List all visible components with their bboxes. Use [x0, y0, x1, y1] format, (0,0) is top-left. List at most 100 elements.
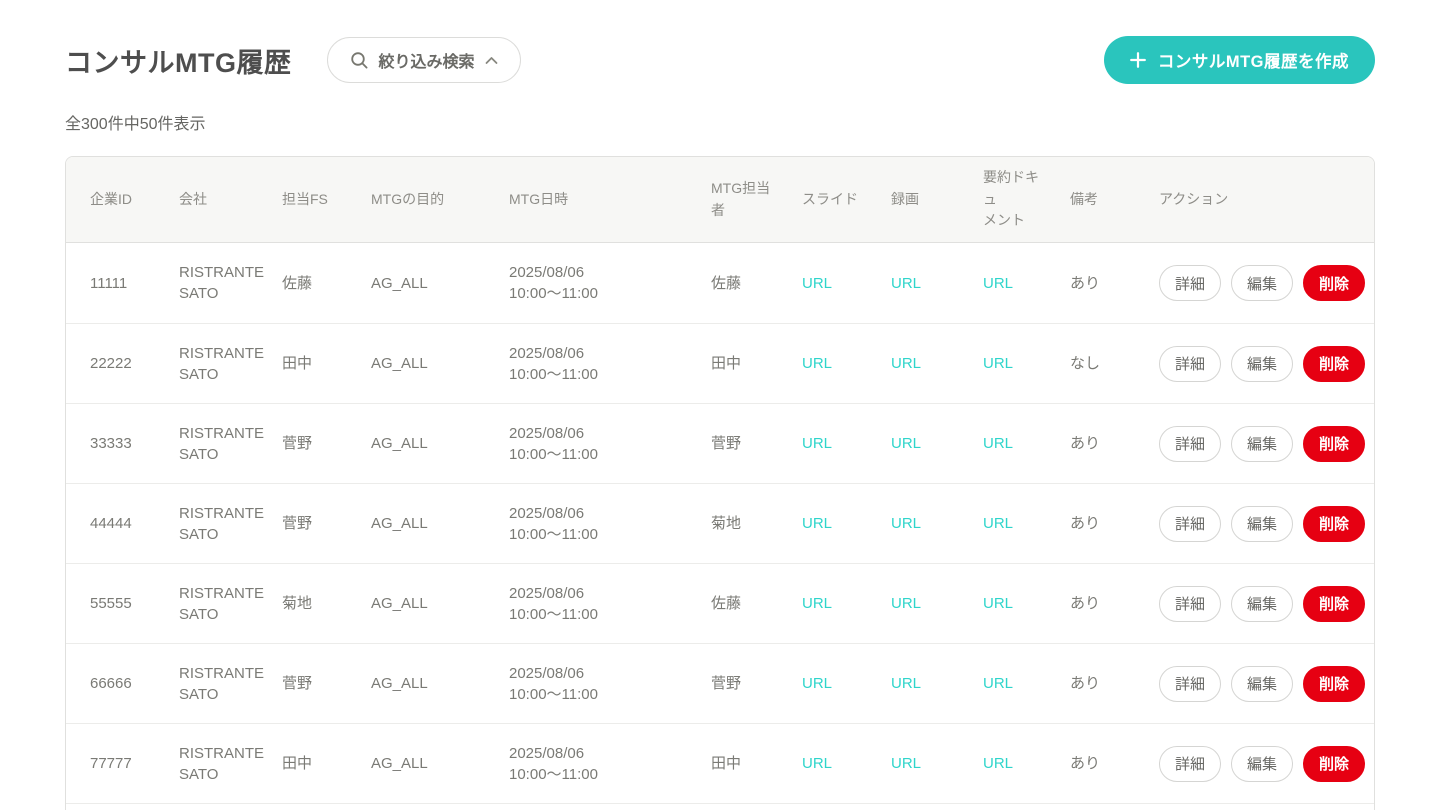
col-header-company-id: 企業ID [66, 157, 155, 244]
edit-button[interactable]: 編集 [1231, 265, 1294, 302]
result-count: 全300件中50件表示 [65, 116, 206, 133]
create-mtg-history-button[interactable]: コンサルMTG履歴を作成 [1103, 36, 1375, 84]
summary-url-link[interactable]: URL [983, 435, 1014, 453]
edit-button[interactable]: 編集 [1231, 745, 1294, 782]
cell-person: 佐藤 [687, 563, 778, 644]
cell-slide: URL [778, 323, 867, 404]
col-header-slide: スライド [778, 157, 867, 244]
recording-url-link[interactable]: URL [891, 355, 922, 373]
summary-url-link[interactable]: URL [983, 355, 1014, 373]
cell-note: なし [1046, 323, 1135, 404]
recording-url-link[interactable]: URL [891, 675, 922, 693]
delete-button[interactable]: 削除 [1303, 665, 1366, 702]
cell-note: あり [1046, 243, 1135, 324]
recording-url-link[interactable]: URL [891, 435, 922, 453]
slide-url-link[interactable]: URL [802, 435, 833, 453]
detail-button[interactable]: 詳細 [1159, 505, 1222, 542]
col-header-actions: アクション [1135, 157, 1374, 244]
detail-button[interactable]: 詳細 [1159, 265, 1222, 302]
page: コンサルMTG履歴 絞り込み検索 [0, 36, 1440, 810]
plus-icon [1129, 52, 1146, 68]
detail-button[interactable]: 詳細 [1159, 745, 1222, 782]
mtg-time: 10:00〜11:00 [509, 765, 598, 783]
cell-summary: URL [959, 403, 1046, 484]
edit-button[interactable]: 編集 [1231, 505, 1294, 542]
cell-note: あり [1046, 643, 1135, 724]
filter-search-button[interactable]: 絞り込み検索 [326, 37, 521, 83]
cell-company-id: 66666 [66, 643, 155, 724]
slide-url-link[interactable]: URL [802, 595, 833, 613]
recording-url-link[interactable]: URL [891, 274, 922, 292]
action-buttons: 詳細 編集 削除 [1159, 265, 1370, 302]
mtg-date: 2025/08/06 [509, 744, 585, 762]
cell-actions: 詳細編集削除 [1135, 723, 1374, 804]
cell-slide: URL [778, 803, 867, 810]
delete-button[interactable]: 削除 [1303, 265, 1366, 302]
slide-url-link[interactable]: URL [802, 675, 833, 693]
action-buttons: 詳細 編集 削除 [1159, 425, 1370, 462]
mtg-time: 10:00〜11:00 [509, 525, 598, 543]
summary-url-link[interactable]: URL [983, 595, 1014, 613]
mtg-time: 10:00〜11:00 [509, 365, 598, 383]
cell-summary: URL [959, 803, 1046, 810]
cell-purpose: AG_ALL [347, 483, 485, 564]
slide-url-link[interactable]: URL [802, 515, 833, 533]
table-row: 88888RISTRANTE SATO佐藤AG_ALL2025/08/0610:… [66, 803, 1374, 810]
detail-button[interactable]: 詳細 [1159, 345, 1222, 382]
delete-button[interactable]: 削除 [1303, 425, 1366, 462]
cell-actions: 詳細編集削除 [1135, 403, 1374, 484]
summary-url-link[interactable]: URL [983, 755, 1014, 773]
delete-button[interactable]: 削除 [1303, 345, 1366, 382]
delete-button[interactable]: 削除 [1303, 585, 1366, 622]
summary-url-link[interactable]: URL [983, 675, 1014, 693]
summary-url-link[interactable]: URL [983, 515, 1014, 533]
cell-summary: URL [959, 723, 1046, 804]
cell-note: あり [1046, 483, 1135, 564]
recording-url-link[interactable]: URL [891, 755, 922, 773]
detail-button[interactable]: 詳細 [1159, 665, 1222, 702]
delete-button[interactable]: 削除 [1303, 505, 1366, 542]
table-row: 66666 RISTRANTE SATO 菅野 AG_ALL 2025/08/06 10:… [66, 643, 1374, 724]
table-row: 44444 RISTRANTE SATO 菅野 AG_ALL 2025/08/06 10:… [66, 483, 1374, 564]
mtg-date: 2025/08/06 [509, 424, 585, 442]
cell-fs: 田中 [258, 723, 347, 804]
cell-company-id: 88888 [66, 803, 155, 810]
cell-purpose: AG_ALL [347, 643, 485, 724]
cell-fs: 菅野 [258, 643, 347, 724]
mtg-history-table: 企業ID 会社 担当FS MTGの目的 MTG日時 MTG担当 者 スライド 録… [65, 156, 1375, 810]
cell-actions: 詳細編集削除 [1135, 483, 1374, 564]
edit-button[interactable]: 編集 [1231, 425, 1294, 462]
table-row: 33333 RISTRANTE SATO 菅野 AG_ALL 2025/08/06 10:… [66, 403, 1374, 484]
recording-url-link[interactable]: URL [891, 595, 922, 613]
action-buttons: 詳細 編集 削除 [1159, 345, 1370, 382]
recording-url-link[interactable]: URL [891, 515, 922, 533]
cell-note: あり [1046, 563, 1135, 644]
slide-url-link[interactable]: URL [802, 274, 833, 292]
table-row: 11111 RISTRANTE SATO 佐藤 AG_ALL 2025/08/06 10:… [66, 243, 1374, 324]
cell-company-id: 22222 [66, 323, 155, 404]
cell-fs: 佐藤 [258, 243, 347, 324]
cell-person: 田中 [687, 323, 778, 404]
cell-company-id: 77777 [66, 723, 155, 804]
cell-company: RISTRANTE SATO [155, 403, 264, 484]
summary-url-link[interactable]: URL [983, 274, 1014, 292]
slide-url-link[interactable]: URL [802, 355, 833, 373]
mtg-time: 10:00〜11:00 [509, 285, 598, 303]
delete-button[interactable]: 削除 [1303, 745, 1366, 782]
col-header-company: 会社 [155, 157, 258, 244]
detail-button[interactable]: 詳細 [1159, 585, 1222, 622]
edit-button[interactable]: 編集 [1231, 345, 1294, 382]
mtg-date: 2025/08/06 [509, 584, 585, 602]
detail-button[interactable]: 詳細 [1159, 425, 1222, 462]
edit-button[interactable]: 編集 [1231, 665, 1294, 702]
cell-fs: 菅野 [258, 403, 347, 484]
cell-fs: 菊地 [258, 563, 347, 644]
cell-slide: URL [778, 243, 867, 324]
cell-summary: URL [959, 563, 1046, 644]
edit-button[interactable]: 編集 [1231, 585, 1294, 622]
slide-url-link[interactable]: URL [802, 755, 833, 773]
mtg-date: 2025/08/06 [509, 664, 585, 682]
cell-recording: URL [867, 403, 959, 484]
